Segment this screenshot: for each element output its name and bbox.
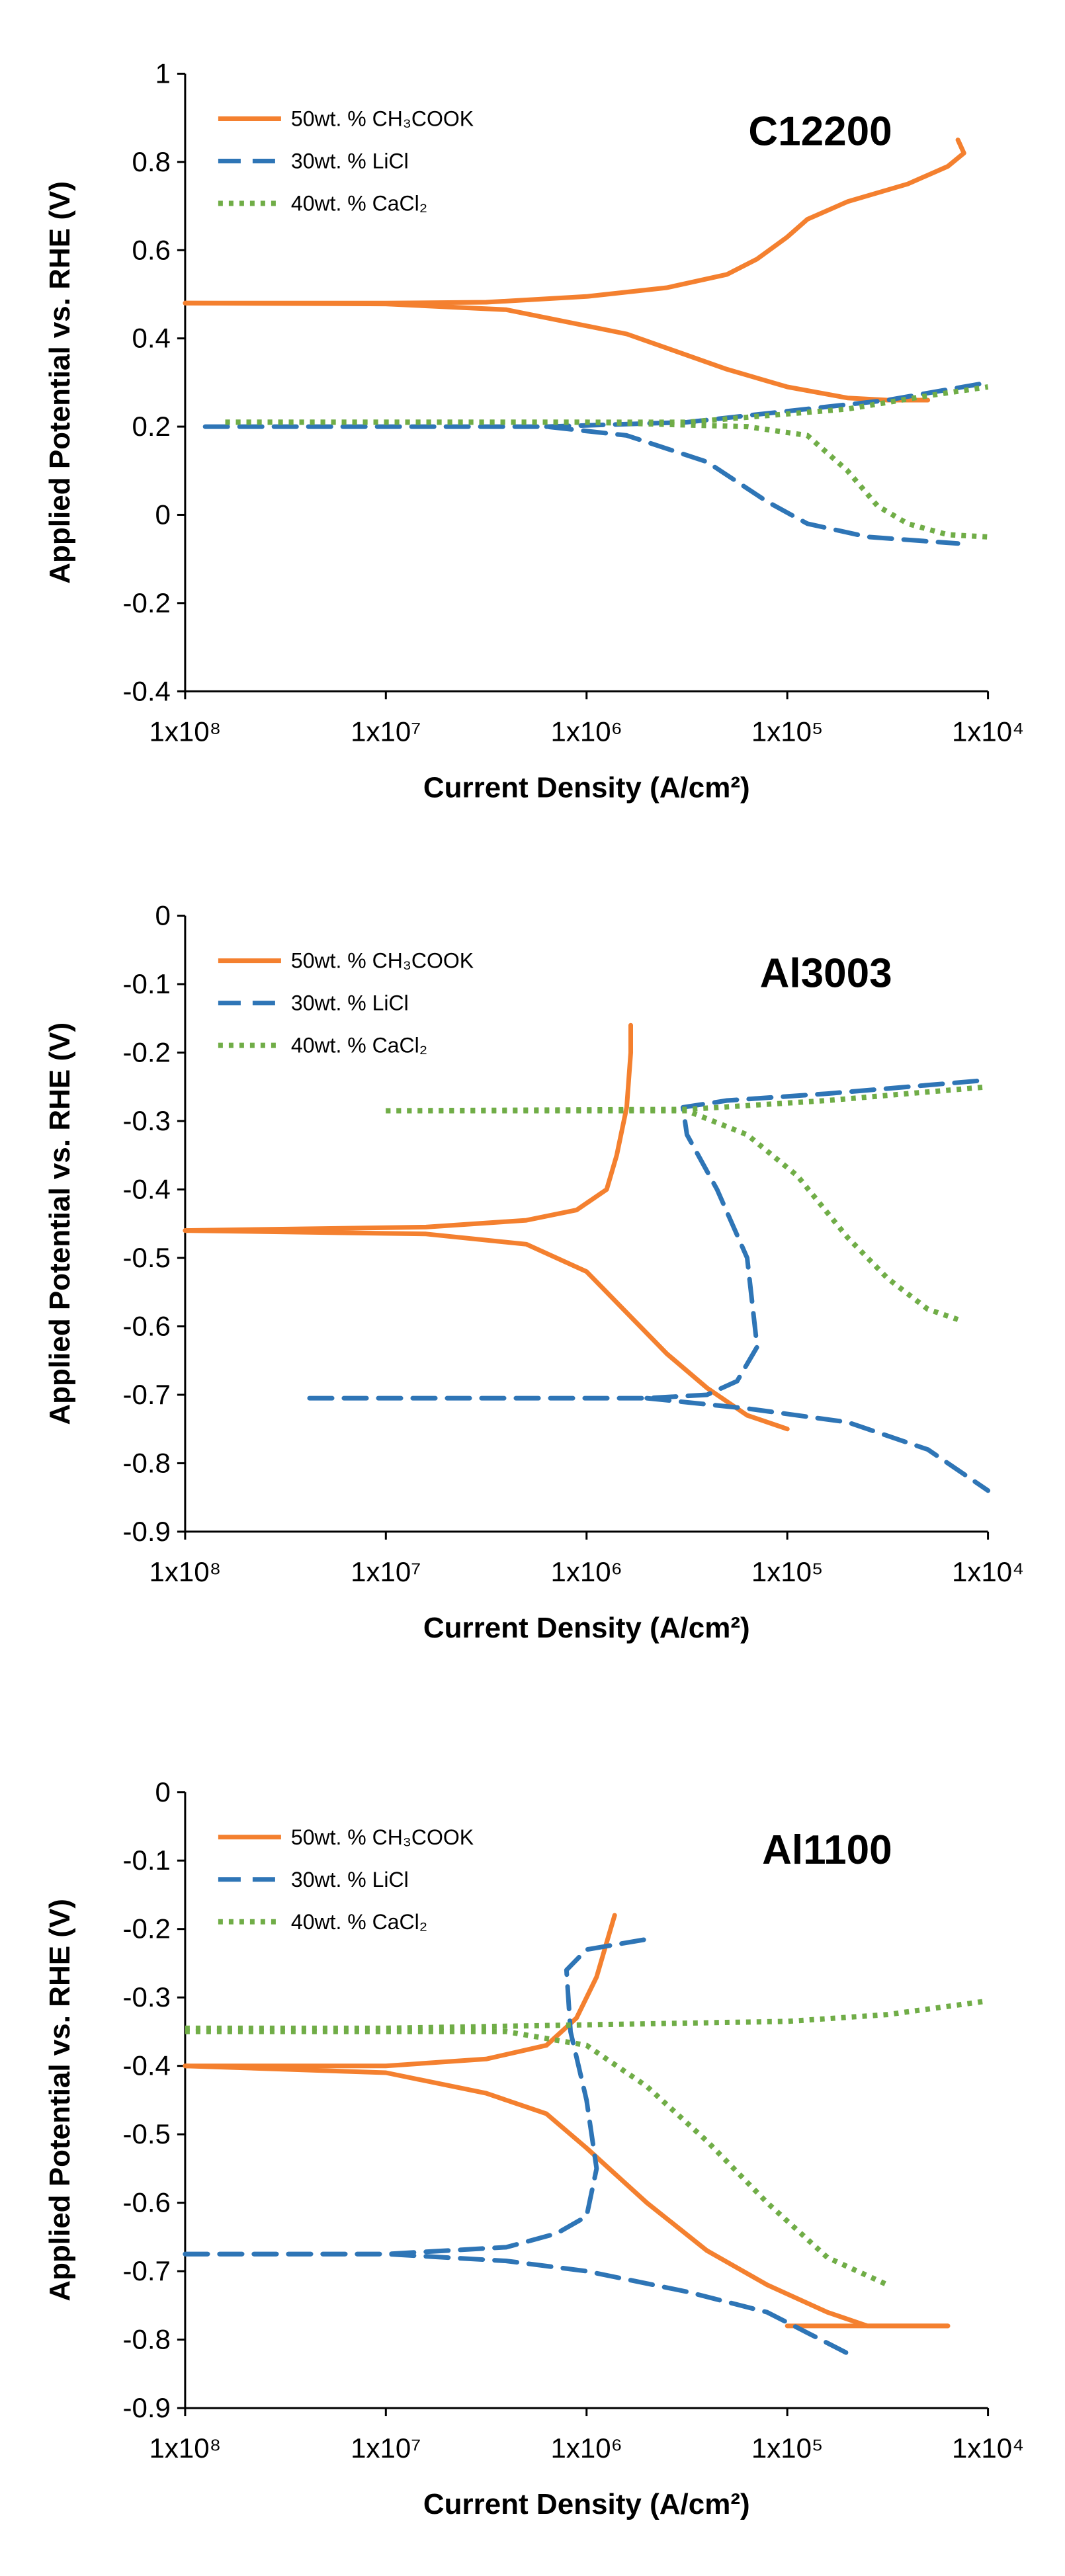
chart-1-y-tick-label: 0.8 (132, 146, 171, 177)
chart-2-series-3-line (386, 1108, 959, 1322)
chart-3-legend-label-2: 30wt. % LiCl (291, 1868, 409, 1891)
chart-1-series-1-line (183, 300, 931, 403)
chart-3-x-axis-title: Current Density (A/cm²) (423, 2488, 750, 2520)
chart-3-series-2-line (183, 1936, 650, 2257)
chart-1-x-tick-label: 1x10⁶ (551, 716, 622, 747)
chart-2-y-axis-title: Applied Potential vs. RHE (V) (44, 1022, 76, 1425)
chart-1-series-3-line (225, 419, 988, 540)
chart-2-x-tick-label: 1x10⁷ (351, 1556, 421, 1587)
chart-1-y-tick-label: 0.6 (132, 234, 171, 265)
chart-2-legend-label-1: 50wt. % CH₃COOK (291, 949, 474, 973)
chart-2-y-tick-label: -0.3 (123, 1105, 171, 1136)
chart-3-y-axis-title: Applied Potential vs. RHE (V) (44, 1899, 76, 2302)
chart-2-y-tick-label: -0.8 (123, 1447, 171, 1478)
chart-3-y-tick-label: -0.5 (123, 2118, 171, 2149)
chart-3-x-tick-label: 1x10⁷ (351, 2432, 421, 2464)
chart-3-x-tick-label: 1x10⁸ (149, 2432, 221, 2464)
chart-2-y-tick-label: -0.1 (123, 968, 171, 999)
chart-3-y-tick-label: -0.7 (123, 2255, 171, 2286)
chart-2-y-tick-label: -0.9 (123, 1516, 171, 1547)
chart-2: 0 -0.1 -0.2 -0.3 -0.4 -0.5 -0.6 -0.7 -0.8 -0.9 1x1… (44, 900, 1024, 1644)
chart-3-title: Al1100 (762, 1827, 892, 1873)
chart-1-series-3-line (225, 384, 989, 425)
chart-1-x-tick-label: 1x10⁵ (751, 716, 824, 747)
chart-1-y-tick-label: -0.4 (123, 675, 171, 706)
chart-3-y-tick-label: -0.2 (123, 1913, 171, 1944)
chart-3-y-tick-label: 0 (155, 1776, 171, 1807)
chart-3-y-tick-label: -0.3 (123, 1981, 171, 2013)
chart-2-y-tick-label: 0 (155, 900, 171, 931)
chart-1-legend-label-3: 40wt. % CaCl₂ (291, 191, 427, 215)
chart-1-y-tick-label: 0 (155, 499, 171, 530)
chart-3-series-1-line (183, 2063, 951, 2329)
chart-3-y-tick-label: -0.4 (123, 2050, 171, 2081)
chart-2-title: Al3003 (760, 951, 892, 997)
chart-2-y-tick-label: -0.7 (123, 1379, 171, 1410)
chart-2-series-2-line (644, 1395, 991, 1493)
chart-2-series-1-line (183, 1228, 790, 1432)
chart-3: 0 -0.1 -0.2 -0.3 -0.4 -0.5 -0.6 -0.7 -0.8 -0.9 1x1… (44, 1776, 1024, 2520)
chart-3-x-tick-label: 1x10⁵ (751, 2432, 824, 2464)
chart-3-legend-label-3: 40wt. % CaCl₂ (291, 1910, 427, 1934)
chart-2-series-1-line (183, 1022, 633, 1233)
chart-2-y-tick-label: -0.4 (123, 1174, 171, 1205)
chart-3-x-tick-label: 1x10⁶ (551, 2432, 622, 2464)
chart-2-series-3-line (386, 1084, 988, 1114)
chart-2-x-axis-title: Current Density (A/cm²) (423, 1612, 750, 1644)
chart-1-y-tick-label: 0.2 (132, 411, 171, 442)
chart-2-x-tick-label: 1x10⁵ (751, 1556, 824, 1587)
chart-1-title: C12200 (748, 108, 892, 154)
chart-3-series-1-line (183, 1913, 617, 2069)
chart-2-y-tick-label: -0.2 (123, 1037, 171, 1068)
chart-1-y-tick-label: 0.4 (132, 323, 171, 354)
chart-1-y-axis-title: Applied Potential vs. RHE (V) (44, 181, 76, 584)
chart-3-y-tick-label: -0.9 (123, 2392, 171, 2423)
chart-1-legend-label-2: 30wt. % LiCl (291, 149, 409, 173)
chart-1: 1 0.8 0.6 0.4 0.2 0 -0.2 -0.4 1x10⁸ 1x10⁷ 1x10⁶ 1x1… (44, 58, 1024, 804)
chart-1-series-1-line (183, 138, 966, 306)
chart-1-series-2-line (202, 424, 960, 546)
chart-2-x-tick-label: 1x10⁴ (952, 1556, 1024, 1587)
chart-1-y-tick-label: 1 (155, 58, 171, 89)
chart-1-legend-label-1: 50wt. % CH₃COOK (291, 106, 474, 130)
chart-1-x-tick-label: 1x10⁷ (351, 716, 421, 747)
chart-2-y-tick-label: -0.6 (123, 1310, 171, 1341)
chart-3-y-tick-label: -0.6 (123, 2187, 171, 2218)
chart-2-legend-label-3: 40wt. % CaCl₂ (291, 1034, 427, 1058)
chart-1-x-axis-title: Current Density (A/cm²) (423, 771, 750, 804)
chart-2-series-2-line (307, 1077, 991, 1401)
chart-1-series-2-line (544, 380, 991, 429)
chart-2-legend-label-2: 30wt. % LiCl (291, 991, 409, 1015)
chart-3-x-tick-label: 1x10⁴ (952, 2432, 1024, 2464)
chart-1-y-tick-label: -0.2 (123, 587, 171, 618)
chart-3-series-3-line (185, 1998, 989, 2031)
chart-1-x-tick-label: 1x10⁴ (952, 716, 1024, 747)
chart-2-y-tick-label: -0.5 (123, 1242, 171, 1273)
chart-3-series-2-line (183, 2251, 850, 2356)
chart-3-y-tick-label: -0.8 (123, 2324, 171, 2355)
chart-3-legend-label-1: 50wt. % CH₃COOK (291, 1825, 474, 1849)
chart-2-x-tick-label: 1x10⁸ (149, 1556, 221, 1587)
chart-1-x-tick-label: 1x10⁸ (149, 716, 221, 747)
chart-3-y-tick-label: -0.1 (123, 1845, 171, 1876)
chart-2-x-tick-label: 1x10⁶ (551, 1556, 622, 1587)
